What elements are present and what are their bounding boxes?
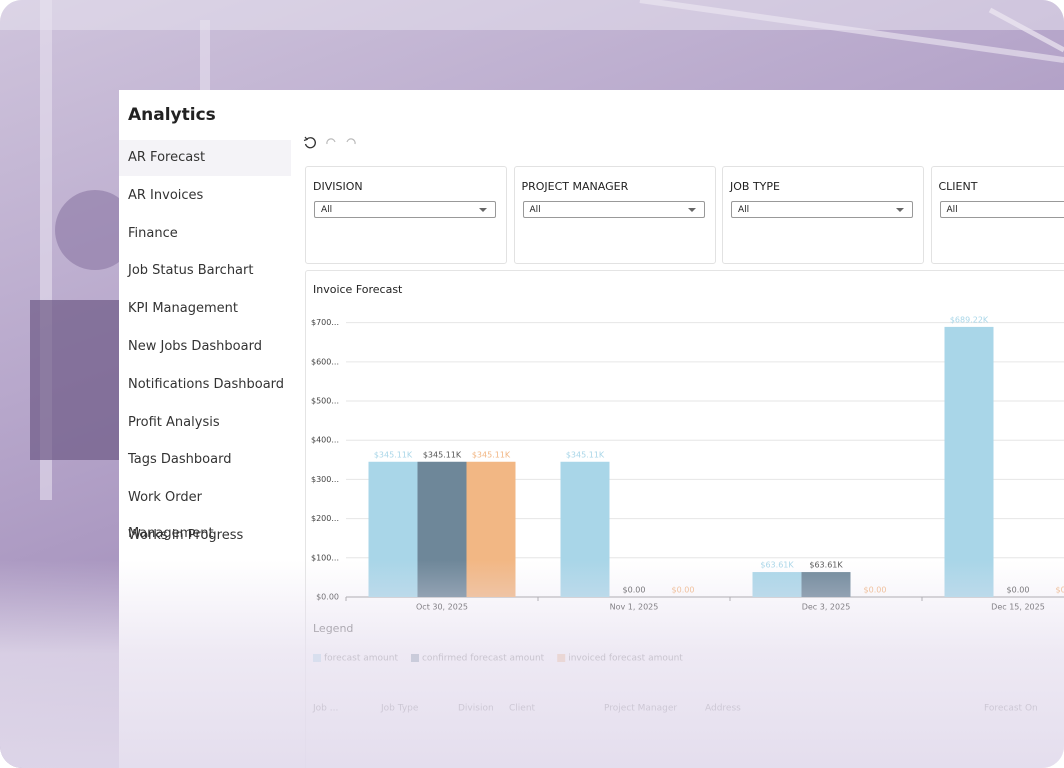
legend-label: invoiced forecast amount [568,654,683,664]
sidebar-item[interactable]: AR Forecast [119,140,291,176]
bar [368,461,418,597]
bar [417,461,467,597]
table-header: Division [458,704,494,714]
value-label: $345.11K [472,450,511,459]
filter-select[interactable]: All [522,201,705,218]
x-tick-label: Nov 1, 2025 [610,603,659,612]
filter-box: DIVISION All [305,166,507,264]
value-label: $63.61K [809,561,843,570]
filter-select[interactable]: All [939,201,1064,218]
reset-icon[interactable] [304,137,316,149]
value-label: $0.00 [1007,586,1030,595]
page-title: Analytics [128,105,216,125]
chart-title: Invoice Forecast [313,283,403,296]
y-tick-label: $100... [311,553,339,562]
filter-label: JOB TYPE [730,180,780,193]
history-controls [303,136,356,149]
filter-label: CLIENT [938,180,978,193]
table-header: Project Manager [604,704,677,714]
sidebar-item[interactable]: Notifications Dashboard [128,376,285,392]
sidebar-item[interactable]: Profit Analysis [128,414,220,430]
sidebar-item[interactable]: Job Status Barchart [128,263,254,279]
filter-box: CLIENT All [930,166,1064,264]
filter-box: PROJECT MANAGER All [513,166,716,264]
x-tick-label: Oct 30, 2025 [416,603,468,612]
y-tick-label: $600... [311,357,339,366]
value-label: $345.11K [423,450,462,459]
table-header: Address [705,704,741,714]
y-tick-label: $300... [311,475,339,484]
value-label: $63.61K [760,561,794,570]
bar [801,572,851,597]
value-label: $0.00 [623,586,646,595]
filter-label: PROJECT MANAGER [521,180,629,193]
y-tick-label: $200... [311,514,339,523]
sidebar-item[interactable]: Work Order Management [128,490,214,542]
table-header: Job Type [380,704,419,714]
filter-select[interactable]: All [314,201,496,218]
value-label: $0.00 [1056,586,1064,595]
legend-swatch [557,654,566,662]
sidebar-item[interactable]: KPI Management [128,301,238,317]
table-header: Client [509,704,536,714]
value-label: $0.00 [864,586,887,595]
analytics-panel: Analytics AR Forecast AR Invoices Finance J… [119,90,1064,768]
bar [466,461,516,597]
y-tick-label: $700... [311,318,339,327]
sidebar-item[interactable]: Works in Progress [128,528,244,543]
x-tick-label: Dec 15, 2025 [991,603,1045,612]
filter-select[interactable]: All [731,201,913,218]
legend-label: confirmed forecast amount [422,654,545,664]
filter-box: JOB TYPE All [722,166,924,264]
redo-icon[interactable] [346,138,356,145]
sidebar-item[interactable]: Tags Dashboard [128,452,232,468]
y-tick-label: $500... [311,397,339,406]
legend-label: forecast amount [324,654,398,664]
bar [944,326,994,597]
value-label: $689.22K [950,315,989,324]
sidebar-item[interactable]: Finance [128,225,178,241]
legend-swatch [313,654,321,662]
filter-label: DIVISION [313,180,363,193]
chart-card: Invoice Forecast Legend $0.00 $100... $200… [305,270,1064,768]
value-label: $0.00 [672,586,695,595]
undo-icon[interactable] [326,138,336,145]
table-header: Forecast On [984,704,1038,714]
legend-title: Legend [313,622,353,635]
chart: Invoice Forecast Legend $0.00 $100... $200… [311,283,1064,714]
sidebar-item[interactable]: AR Invoices [128,187,204,203]
bar [752,572,802,597]
value-label: $345.11K [374,450,413,459]
y-tick-label: $0.00 [316,593,339,602]
bar [560,461,610,597]
table-header: Job ... [312,704,338,714]
value-label: $345.11K [566,450,605,459]
x-tick-label: Dec 3, 2025 [802,603,851,612]
sidebar-item[interactable]: New Jobs Dashboard [128,339,262,354]
legend-swatch [410,654,419,662]
y-tick-label: $400... [311,436,339,445]
